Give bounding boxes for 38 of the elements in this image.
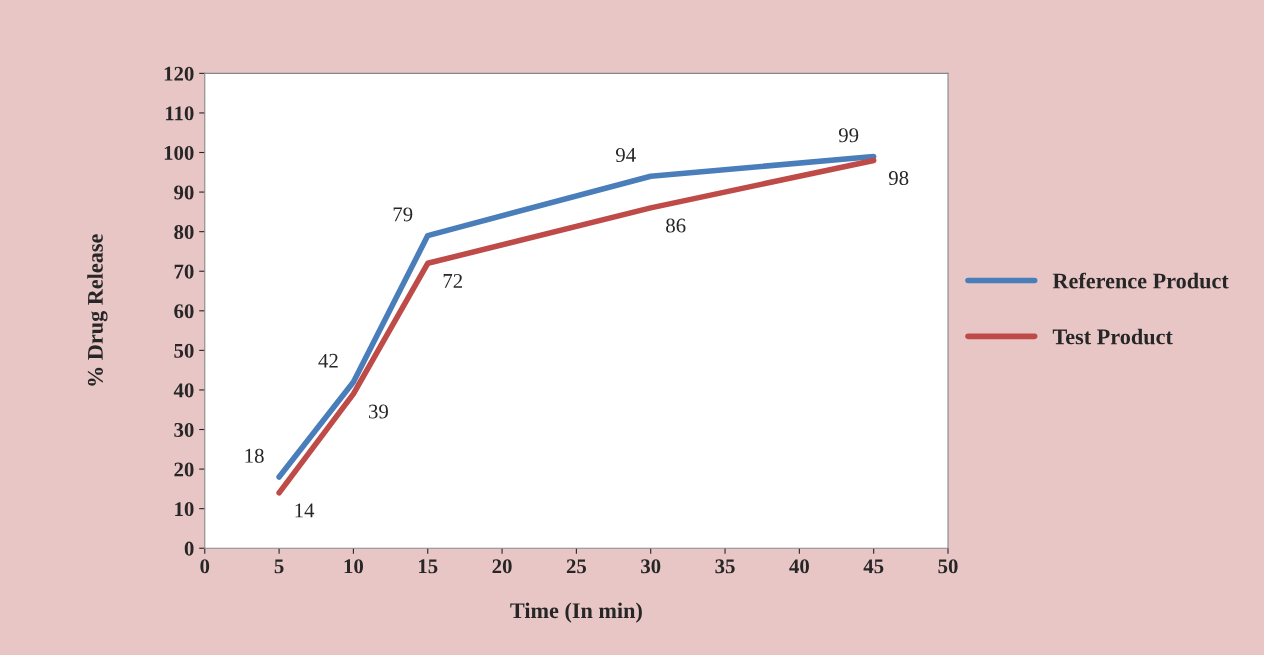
data-label: 39 xyxy=(368,404,388,419)
x-tick-label: 15 xyxy=(418,559,438,574)
data-label: 18 xyxy=(245,448,264,463)
y-tick-label: 80 xyxy=(174,225,194,240)
x-tick-label: 45 xyxy=(863,559,884,574)
data-label: 14 xyxy=(295,503,315,518)
data-label: 98 xyxy=(888,171,909,186)
x-tick-label: 5 xyxy=(274,559,284,574)
y-tick-label: 100 xyxy=(164,145,194,160)
x-tick-label: 20 xyxy=(492,559,512,574)
y-tick-label: 60 xyxy=(174,304,194,319)
data-label: 94 xyxy=(615,148,636,163)
y-tick-label: 40 xyxy=(173,383,194,398)
y-tick-label: 0 xyxy=(184,541,194,556)
y-axis-title: % Drug Release xyxy=(87,234,108,386)
data-label: 86 xyxy=(666,218,686,233)
x-tick-label: 40 xyxy=(789,559,809,574)
y-tick-label: 30 xyxy=(174,422,194,437)
y-tick-label: 70 xyxy=(174,264,194,279)
y-tick-label: 50 xyxy=(174,343,194,358)
x-tick-label: 25 xyxy=(566,559,587,574)
x-tick-label: 10 xyxy=(344,559,364,574)
x-tick-label: 0 xyxy=(200,559,210,574)
data-label: 42 xyxy=(318,353,338,368)
y-tick-label: 90 xyxy=(174,185,194,200)
data-label: 72 xyxy=(443,273,463,288)
y-tick-label: 110 xyxy=(165,106,194,121)
x-axis-title: Time (In min) xyxy=(510,602,642,623)
legend-label: Reference Product xyxy=(1052,272,1229,289)
x-tick-label: 50 xyxy=(938,559,958,574)
data-label: 79 xyxy=(393,207,413,222)
x-tick-label: 30 xyxy=(641,559,661,574)
y-tick-label: 120 xyxy=(164,66,194,81)
data-label: 99 xyxy=(838,128,859,143)
y-tick-label: 20 xyxy=(174,462,194,477)
x-tick-label: 35 xyxy=(715,559,735,574)
y-tick-label: 10 xyxy=(175,502,194,517)
legend-label: Test Product xyxy=(1052,328,1173,345)
